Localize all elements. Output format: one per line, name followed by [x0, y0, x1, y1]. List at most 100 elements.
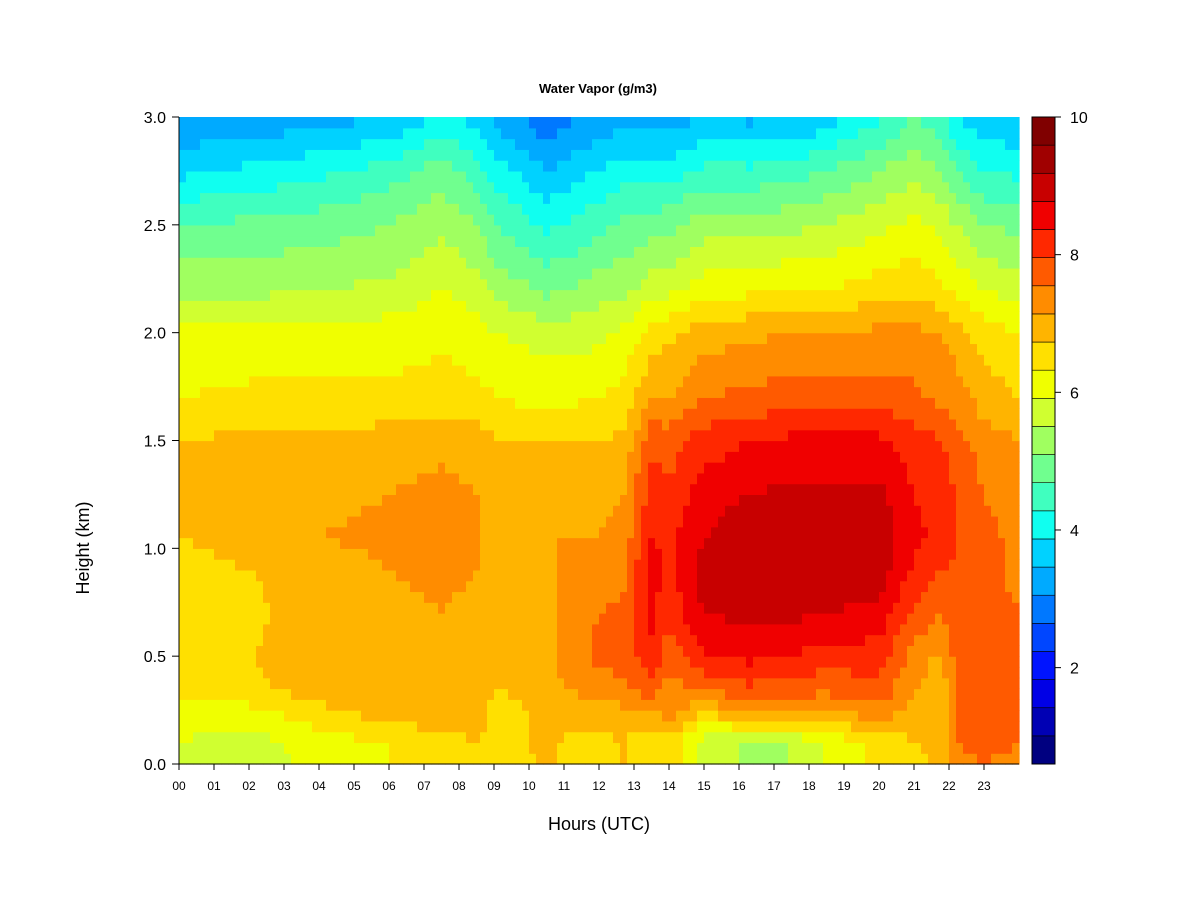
heatmap-cell	[347, 548, 355, 560]
heatmap-cell	[361, 720, 369, 733]
heatmap-cell	[676, 397, 684, 409]
heatmap-cell	[634, 267, 642, 280]
heatmap-cell	[571, 613, 579, 625]
heatmap-cell	[620, 343, 628, 355]
heatmap-cell	[256, 375, 264, 388]
heatmap-cell	[319, 203, 327, 215]
heatmap-cell	[424, 117, 432, 129]
heatmap-cell	[221, 688, 229, 700]
heatmap-cell	[704, 623, 712, 636]
heatmap-cell	[368, 699, 376, 711]
heatmap-cell	[550, 321, 558, 334]
heatmap-cell	[333, 537, 341, 549]
heatmap-cell	[389, 408, 397, 420]
heatmap-cell	[536, 235, 544, 247]
heatmap-cell	[669, 278, 677, 291]
heatmap-cell	[571, 677, 579, 690]
heatmap-cell	[508, 386, 516, 398]
heatmap-cell	[732, 742, 740, 754]
heatmap-cell	[683, 462, 691, 474]
heatmap-cell	[389, 365, 397, 377]
heatmap-cell	[480, 526, 488, 539]
heatmap-cell	[375, 677, 383, 690]
heatmap-cell	[634, 580, 642, 593]
heatmap-cell	[214, 451, 222, 463]
heatmap-cell	[179, 559, 187, 571]
heatmap-cell	[676, 505, 684, 517]
heatmap-cell	[410, 559, 418, 571]
heatmap-cell	[333, 246, 341, 258]
heatmap-cell	[655, 602, 663, 614]
heatmap-cell	[361, 645, 369, 657]
heatmap-cell	[599, 720, 607, 733]
heatmap-cell	[375, 634, 383, 646]
heatmap-cell	[662, 472, 670, 485]
heatmap-cell	[585, 688, 593, 700]
heatmap-cell	[452, 742, 460, 754]
heatmap-cell	[662, 181, 670, 194]
heatmap-cell	[515, 569, 523, 582]
heatmap-cell	[690, 591, 698, 603]
heatmap-cell	[613, 731, 621, 744]
heatmap-cell	[389, 559, 397, 571]
heatmap-cell	[382, 117, 390, 129]
heatmap-cell	[487, 235, 495, 247]
heatmap-cell	[200, 645, 208, 657]
heatmap-cell	[522, 634, 530, 646]
heatmap-cell	[585, 181, 593, 194]
heatmap-cell	[368, 289, 376, 301]
heatmap-cell	[515, 515, 523, 528]
heatmap-cell	[725, 181, 733, 194]
heatmap-cell	[746, 526, 754, 539]
heatmap-cell	[333, 548, 341, 560]
heatmap-cell	[711, 580, 719, 593]
heatmap-cell	[522, 365, 530, 377]
heatmap-cell	[760, 677, 768, 690]
heatmap-cell	[424, 214, 432, 226]
heatmap-cell	[445, 613, 453, 625]
heatmap-cell	[592, 246, 600, 258]
heatmap-cell	[368, 623, 376, 636]
heatmap-cell	[410, 375, 418, 388]
heatmap-cell	[753, 462, 761, 474]
heatmap-cell	[207, 451, 215, 463]
heatmap-cell	[711, 257, 719, 269]
heatmap-cell	[207, 418, 215, 431]
heatmap-cell	[361, 710, 369, 722]
heatmap-cell	[753, 321, 761, 334]
heatmap-cell	[375, 720, 383, 733]
heatmap-cell	[340, 666, 348, 679]
heatmap-cell	[655, 397, 663, 409]
heatmap-cell	[522, 138, 530, 150]
heatmap-cell	[732, 731, 740, 744]
heatmap-cell	[326, 429, 334, 442]
heatmap-cell	[340, 354, 348, 366]
heatmap-cell	[326, 408, 334, 420]
heatmap-cell	[277, 235, 285, 247]
heatmap-cell	[291, 138, 299, 150]
heatmap-cell	[627, 645, 635, 657]
heatmap-cell	[697, 440, 705, 452]
heatmap-cell	[732, 666, 740, 679]
heatmap-cell	[571, 483, 579, 496]
heatmap-cell	[585, 613, 593, 625]
heatmap-cell	[473, 580, 481, 593]
heatmap-cell	[340, 699, 348, 711]
heatmap-cell	[613, 365, 621, 377]
heatmap-cell	[431, 311, 439, 323]
heatmap-cell	[564, 278, 572, 291]
heatmap-cell	[354, 537, 362, 549]
heatmap-cell	[501, 138, 509, 150]
heatmap-cell	[732, 267, 740, 280]
heatmap-cell	[683, 257, 691, 269]
heatmap-cell	[270, 278, 278, 291]
heatmap-cell	[193, 192, 201, 204]
heatmap-cell	[284, 214, 292, 226]
heatmap-cell	[459, 462, 467, 474]
heatmap-cell	[200, 623, 208, 636]
heatmap-cell	[704, 343, 712, 355]
heatmap-cell	[571, 548, 579, 560]
heatmap-cell	[228, 203, 236, 215]
heatmap-cell	[606, 203, 614, 215]
heatmap-cell	[396, 160, 404, 172]
